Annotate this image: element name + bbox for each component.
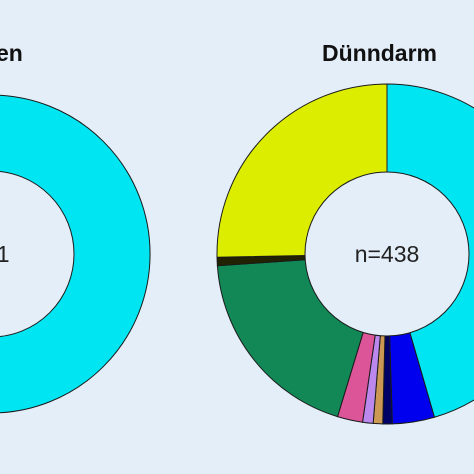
donut-hole-left [0,171,75,337]
center-label-left: 51 [0,241,10,267]
donut-chart-left [0,94,151,414]
center-label-right: n=438 [355,241,420,267]
chart-title-left: en [0,40,23,66]
donut-chart-right [216,83,474,425]
pie-slice-left-1 [0,94,151,414]
donut-hole-right [304,171,470,337]
chart-title-right: Dünndarm [322,40,437,66]
